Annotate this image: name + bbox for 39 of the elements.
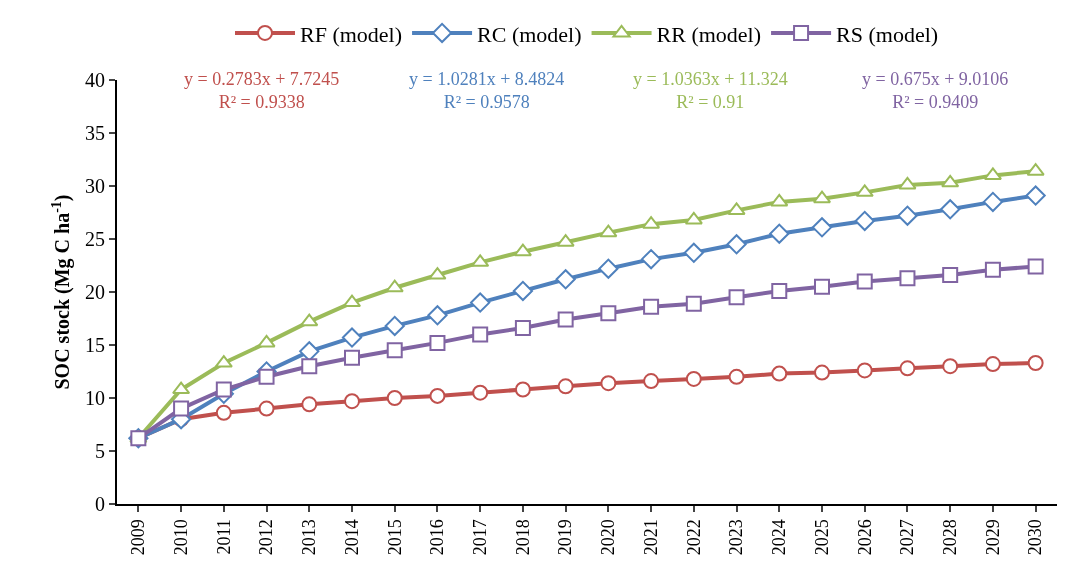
x-tick-label: 2030 (1025, 519, 1046, 556)
x-tick-label: 2029 (982, 519, 1003, 556)
y-tick-label: 5 (95, 440, 105, 462)
x-tick-label: 2015 (384, 519, 405, 556)
legend-label: RC (model) (477, 21, 582, 47)
x-tick-label: 2028 (940, 519, 961, 556)
x-tick-label: 2018 (512, 519, 533, 556)
x-tick-label: 2009 (128, 519, 149, 556)
x-tick-label: 2010 (170, 519, 191, 556)
y-tick-label: 25 (85, 228, 105, 250)
annotation: y = 0.2783x + 7.7245 R² = 0.9338 (184, 69, 340, 113)
y-tick-label: 15 (85, 334, 105, 356)
x-tick-label: 2027 (897, 519, 918, 556)
y-tick-label: 35 (85, 122, 105, 144)
y-tick-label: 20 (85, 281, 105, 303)
y-tick-label: 30 (85, 175, 105, 197)
x-tick-label: 2022 (683, 519, 704, 556)
x-tick-label: 2016 (427, 519, 448, 556)
legend-label: RR (model) (656, 21, 762, 47)
annotation: y = 1.0363x + 11.324 R² = 0.91 (633, 69, 788, 113)
x-tick-label: 2026 (854, 519, 875, 556)
x-tick-label: 2025 (811, 519, 832, 556)
x-tick-label: 2021 (640, 519, 661, 556)
x-tick-label: 2024 (769, 519, 790, 556)
y-tick-label: 0 (95, 493, 105, 515)
x-tick-label: 2013 (299, 519, 320, 556)
y-tick-label: 10 (85, 387, 105, 409)
x-tick-label: 2014 (341, 519, 362, 556)
y-tick-label: 40 (85, 69, 105, 91)
legend-label: RS (model) (836, 21, 939, 47)
x-tick-label: 2020 (598, 519, 619, 556)
legend-label: RF (model) (300, 21, 403, 47)
annotation: y = 1.0281x + 8.4824 R² = 0.9578 (409, 69, 565, 113)
annotation: y = 0.675x + 9.0106 R² = 0.9409 (862, 69, 1009, 113)
x-tick-label: 2011 (213, 519, 234, 555)
x-tick-label: 2017 (470, 519, 491, 556)
x-tick-label: 2019 (555, 519, 576, 556)
x-tick-label: 2023 (726, 519, 747, 556)
x-tick-label: 2012 (256, 519, 277, 556)
